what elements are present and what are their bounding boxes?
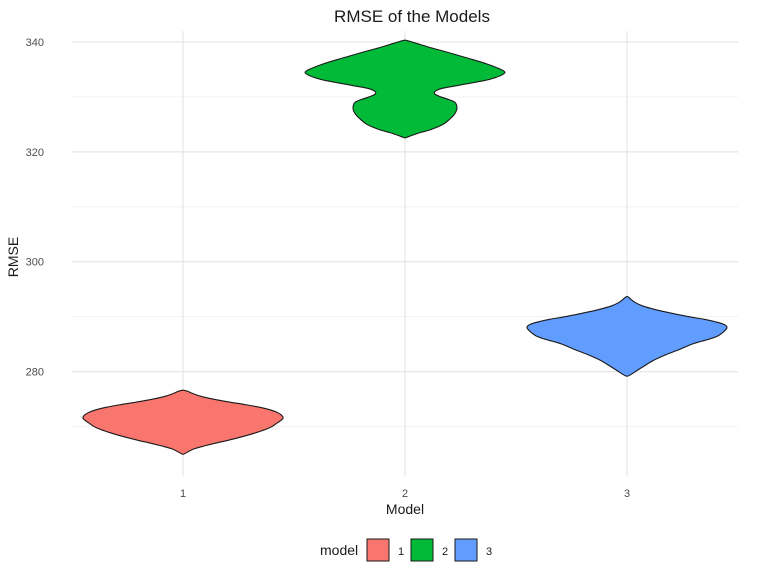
legend-title: model (320, 542, 358, 558)
x-tick-label: 2 (402, 488, 408, 500)
violin-model-3 (526, 295, 728, 377)
legend-swatch-1 (366, 538, 390, 562)
x-axis-title: Model (386, 501, 424, 517)
legend-swatch-2 (410, 538, 434, 562)
y-tick-label: 320 (26, 147, 44, 159)
y-tick-label: 280 (26, 367, 44, 379)
grid-lines (72, 31, 738, 476)
violin-model-2 (304, 39, 506, 139)
legend-label: 1 (398, 546, 404, 558)
y-axis-ticks: 280 300 320 340 (26, 37, 44, 379)
legend: model 1 2 3 (320, 538, 492, 562)
x-tick-label: 1 (180, 488, 186, 500)
legend-swatch-3 (454, 538, 478, 562)
x-axis-ticks: 1 2 3 (180, 488, 630, 500)
x-tick-label: 3 (624, 488, 630, 500)
chart-title: RMSE of the Models (334, 7, 490, 26)
y-tick-label: 340 (26, 37, 44, 49)
violin-model-1 (82, 389, 284, 455)
y-axis-title: RMSE (5, 237, 21, 277)
legend-label: 2 (442, 546, 448, 558)
violin-layer (82, 39, 728, 455)
legend-label: 3 (486, 546, 492, 558)
y-tick-label: 300 (26, 257, 44, 269)
